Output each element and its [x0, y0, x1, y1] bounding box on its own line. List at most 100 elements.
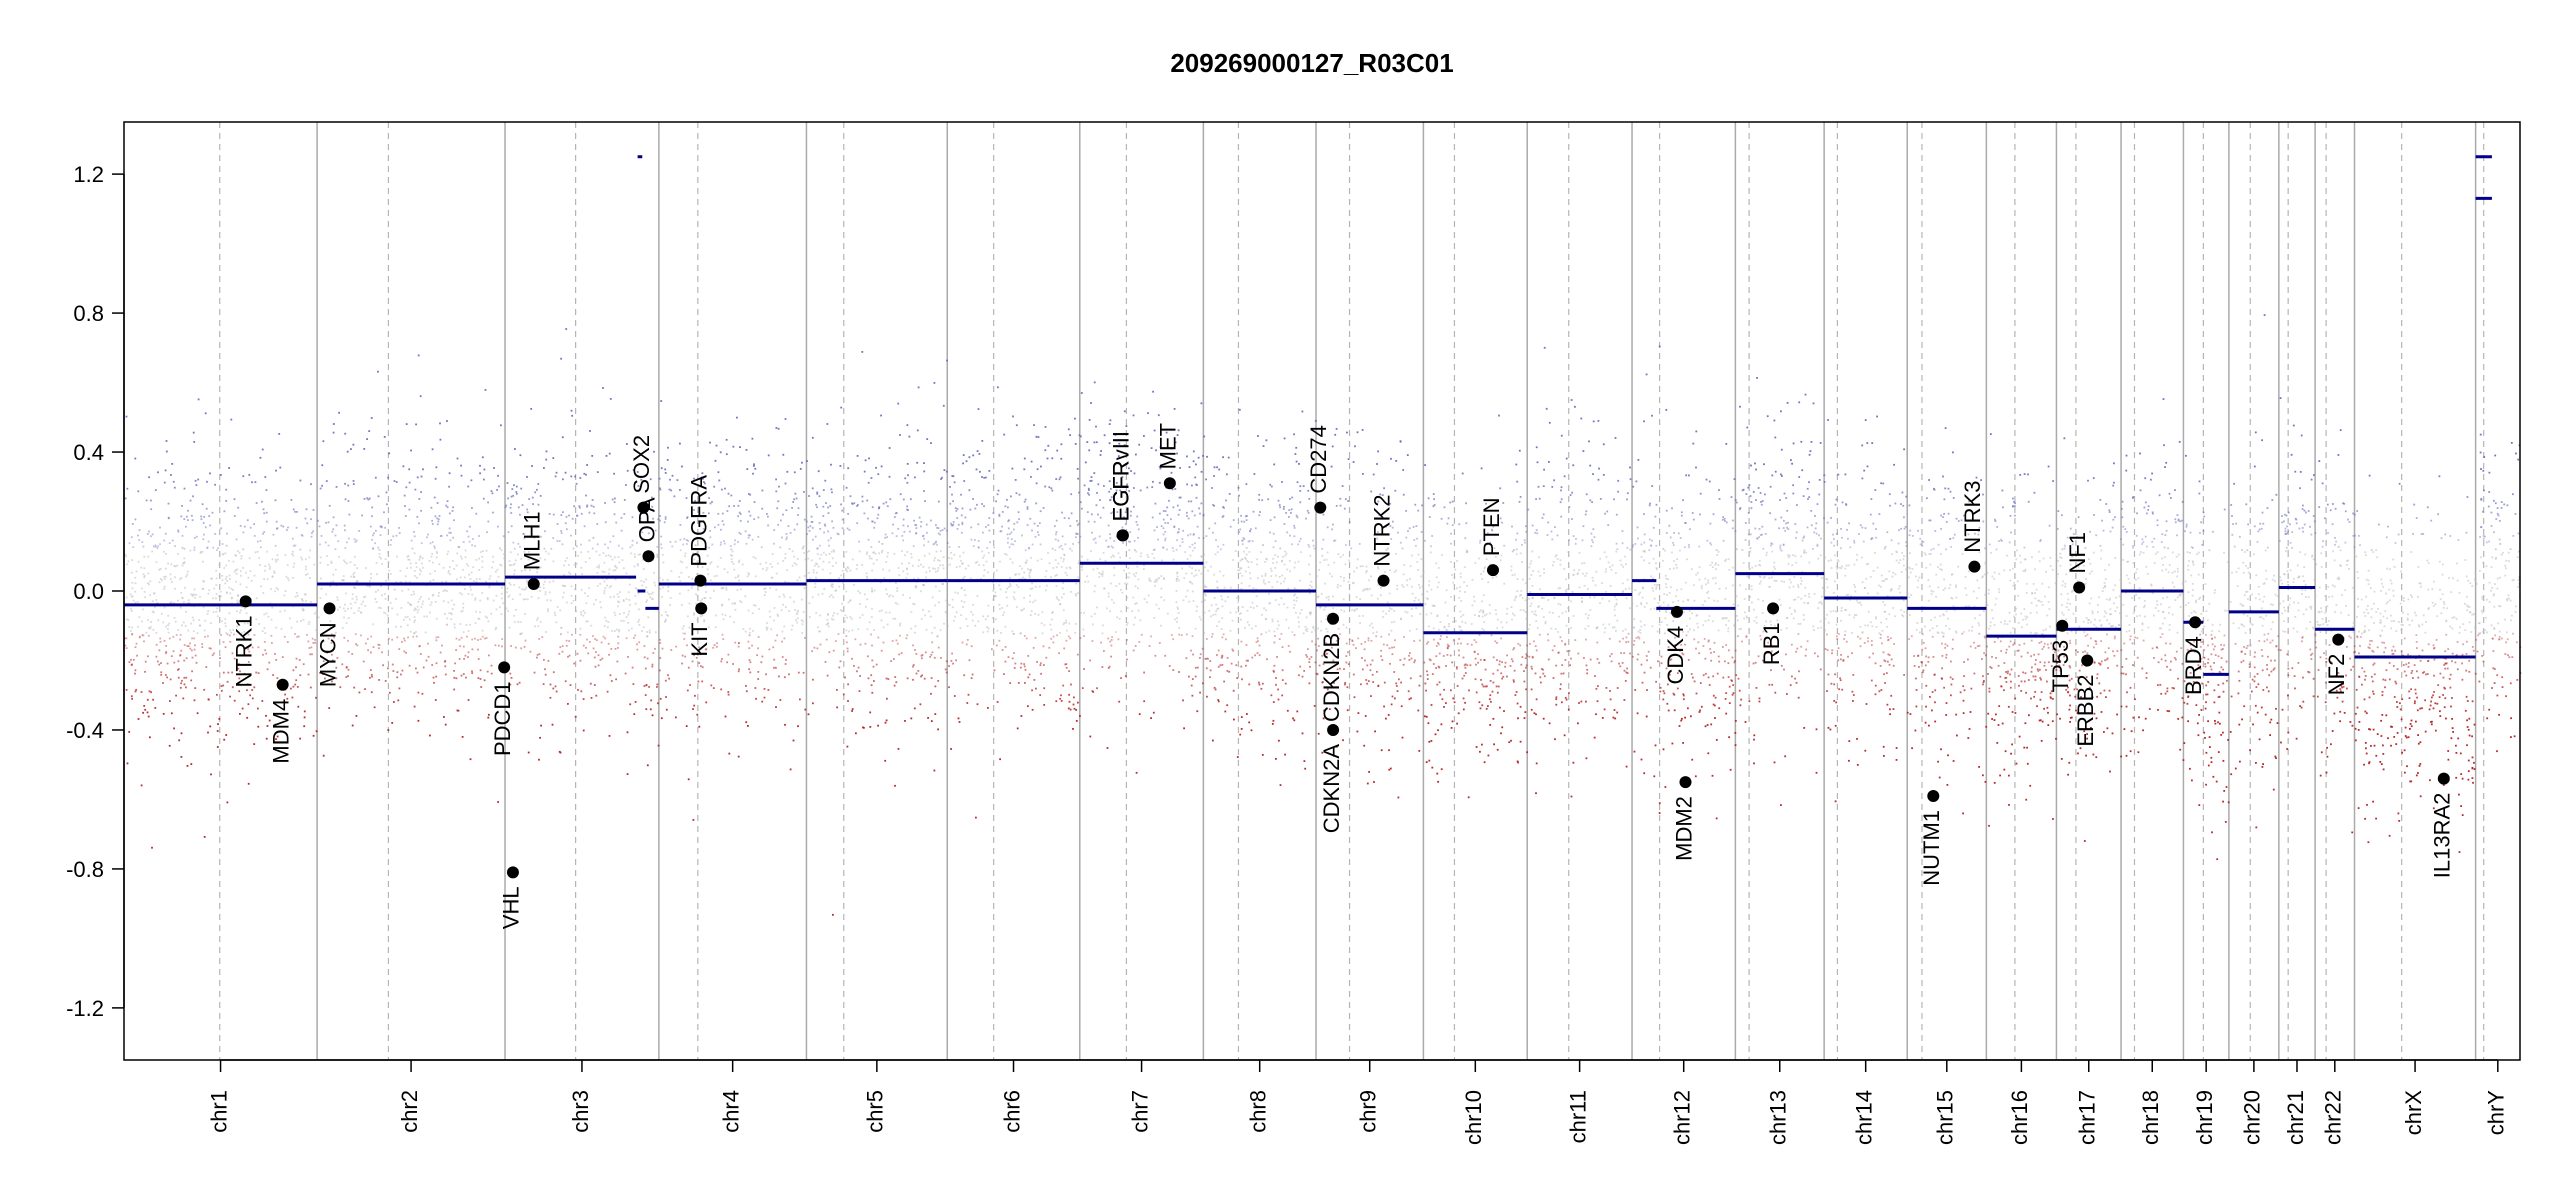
- probe-point: [450, 618, 453, 621]
- probe-point: [2439, 672, 2442, 675]
- probe-point: [1023, 468, 1026, 471]
- probe-point: [2385, 602, 2388, 605]
- probe-point: [1942, 613, 1944, 616]
- probe-point: [552, 537, 555, 539]
- probe-point: [327, 544, 330, 547]
- probe-point: [2494, 583, 2496, 585]
- probe-point: [418, 522, 420, 525]
- probe-point: [751, 437, 754, 440]
- probe-point: [636, 588, 638, 591]
- probe-point: [1344, 682, 1347, 684]
- probe-point: [2368, 474, 2371, 477]
- probe-point: [332, 423, 335, 425]
- probe-point: [1045, 656, 1048, 659]
- probe-point: [1048, 562, 1051, 565]
- probe-point: [2064, 582, 2067, 585]
- probe-point: [1952, 760, 1955, 762]
- probe-point: [390, 539, 392, 541]
- probe-point: [971, 673, 974, 676]
- probe-point: [1611, 564, 1614, 567]
- probe-point: [2456, 641, 2459, 643]
- probe-point: [1408, 654, 1410, 657]
- probe-point: [1999, 640, 2002, 643]
- probe-point: [1853, 539, 1855, 542]
- probe-point: [1256, 563, 1258, 566]
- probe-point: [1640, 543, 1643, 546]
- probe-point: [2499, 576, 2501, 579]
- probe-point: [1170, 518, 1172, 521]
- probe-point: [607, 621, 610, 623]
- probe-point: [531, 465, 533, 467]
- probe-point: [1580, 417, 1583, 420]
- probe-point: [1774, 470, 1777, 473]
- probe-point: [151, 846, 153, 849]
- probe-point: [1341, 485, 1344, 487]
- probe-point: [1859, 637, 1862, 640]
- probe-point: [1257, 435, 1259, 437]
- probe-point: [695, 602, 698, 605]
- probe-point: [462, 541, 465, 543]
- probe-point: [1936, 625, 1938, 627]
- probe-point: [2339, 429, 2342, 431]
- probe-point: [1308, 592, 1311, 595]
- probe-point: [2466, 640, 2468, 643]
- probe-point: [1289, 534, 1291, 537]
- probe-point: [2332, 550, 2334, 553]
- probe-point: [2267, 655, 2269, 658]
- probe-point: [158, 568, 161, 571]
- probe-point: [1432, 505, 1435, 508]
- probe-point: [912, 545, 915, 548]
- probe-point: [579, 477, 582, 479]
- probe-point: [733, 543, 736, 546]
- probe-point: [2247, 523, 2249, 526]
- probe-point: [2060, 643, 2062, 645]
- probe-point: [953, 554, 956, 556]
- probe-point: [2339, 690, 2342, 693]
- probe-point: [1436, 683, 1439, 686]
- probe-point: [1277, 688, 1279, 691]
- probe-point: [2341, 700, 2344, 703]
- probe-point: [1372, 681, 1375, 683]
- probe-point: [1279, 506, 1281, 509]
- probe-point: [2454, 661, 2457, 664]
- probe-point: [1907, 566, 1910, 569]
- probe-point: [2297, 609, 2300, 612]
- probe-point: [1469, 664, 1472, 667]
- probe-point: [924, 500, 926, 502]
- probe-point: [272, 674, 274, 676]
- probe-point: [190, 593, 193, 596]
- probe-point: [1944, 487, 1947, 490]
- probe-point: [1529, 642, 1531, 645]
- probe-point: [1260, 633, 1263, 636]
- probe-point: [2287, 549, 2290, 552]
- probe-point: [136, 601, 139, 603]
- probe-point: [185, 657, 188, 660]
- probe-point: [544, 673, 547, 676]
- probe-point: [1450, 689, 1452, 692]
- probe-point: [1547, 599, 1550, 601]
- probe-point: [895, 639, 898, 642]
- probe-point: [1408, 659, 1411, 661]
- probe-point: [468, 525, 471, 528]
- probe-point: [1616, 548, 1619, 551]
- probe-point: [511, 488, 514, 490]
- probe-point: [1017, 511, 1020, 514]
- probe-point: [1808, 496, 1811, 498]
- probe-point: [1458, 649, 1460, 652]
- probe-point: [1780, 580, 1783, 583]
- probe-point: [143, 576, 146, 579]
- probe-point: [2174, 521, 2177, 524]
- probe-point: [241, 606, 243, 608]
- probe-point: [2447, 750, 2450, 752]
- probe-point: [447, 571, 450, 574]
- probe-point: [1335, 639, 1338, 642]
- probe-point: [1785, 627, 1788, 630]
- probe-point: [866, 598, 869, 601]
- probe-point: [2250, 690, 2253, 693]
- probe-point: [1479, 541, 1481, 544]
- probe-point: [2276, 722, 2279, 724]
- probe-point: [2385, 592, 2387, 595]
- probe-point: [186, 645, 189, 647]
- probe-point: [967, 564, 970, 567]
- probe-point: [2103, 731, 2105, 733]
